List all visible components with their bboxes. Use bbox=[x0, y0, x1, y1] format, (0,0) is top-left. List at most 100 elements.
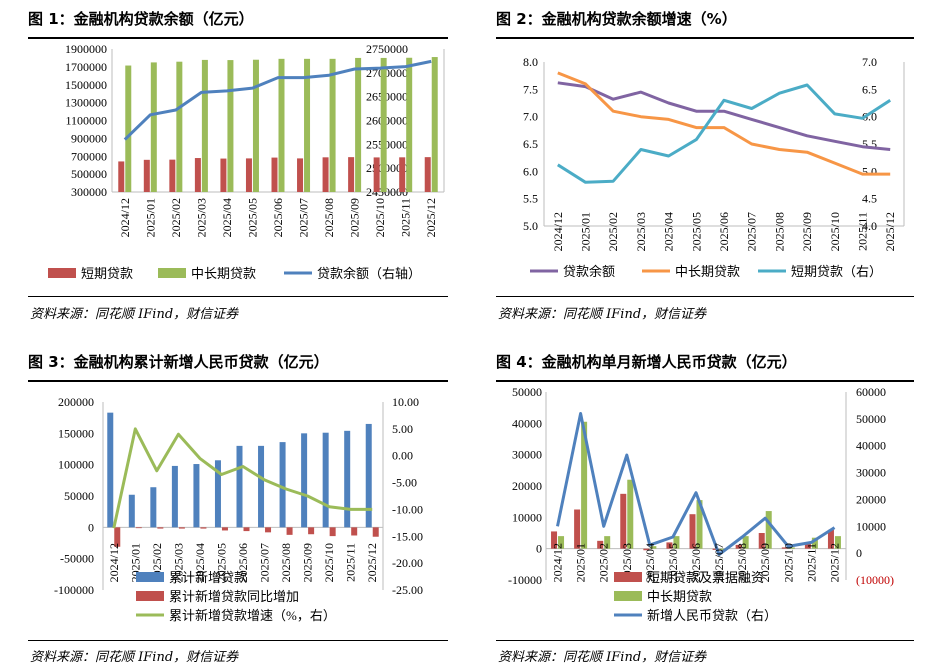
legend-label: 中长期贷款 bbox=[675, 264, 740, 279]
y-tick-right: 2750000 bbox=[366, 42, 408, 56]
x-tick-label: 2025/02 bbox=[606, 212, 620, 251]
x-tick-label: 2025/07 bbox=[712, 543, 726, 582]
y-tick-left: -100000 bbox=[54, 583, 94, 597]
bar bbox=[308, 527, 315, 535]
chart-panel-2: 图 2：金融机构贷款余额增速（%） 8.0 7.5 7.0 6.5 6.0 5.5 5.0 7… bbox=[496, 5, 926, 325]
bar bbox=[372, 527, 379, 537]
x-tick-label: 2025/07 bbox=[297, 198, 311, 237]
x-tick-label: 2025/05 bbox=[666, 543, 680, 582]
x-tick-label: 2025/06 bbox=[271, 198, 285, 237]
bar bbox=[788, 547, 795, 549]
legend-swatch bbox=[614, 572, 642, 582]
chart-title: 图 4：金融机构单月新增人民币贷款（亿元） bbox=[496, 353, 797, 371]
y-tick-right: 30000 bbox=[856, 466, 886, 480]
x-tick-label: 2025/05 bbox=[245, 198, 259, 237]
x-tick-label: 2024/12 bbox=[551, 543, 565, 582]
x-tick-label: 2025/07 bbox=[258, 543, 272, 582]
y-tick-left: 6.5 bbox=[523, 137, 538, 151]
title-rule bbox=[28, 380, 448, 382]
y-tick-right: 4.5 bbox=[862, 192, 877, 206]
bar bbox=[135, 527, 142, 529]
y-tick-left: 50000 bbox=[512, 385, 542, 399]
x-tick-label: 2025/12 bbox=[883, 212, 897, 251]
x-tick-label: 2025/09 bbox=[348, 198, 362, 237]
title-rule bbox=[496, 37, 914, 39]
bar bbox=[329, 527, 336, 537]
bar bbox=[200, 527, 207, 529]
chart-svg: 200000 150000 100000 50000 0 -50000 -100000 10.… bbox=[54, 395, 423, 623]
bar bbox=[431, 57, 438, 193]
x-tick-label: 2024/12 bbox=[551, 212, 565, 251]
y-tick-left: 900000 bbox=[71, 131, 107, 145]
y-tick-left: 5.0 bbox=[523, 219, 538, 233]
y-tick-left: 1500000 bbox=[65, 78, 107, 92]
bar bbox=[558, 536, 565, 549]
y-tick-right: -25.00 bbox=[392, 583, 423, 597]
x-tick-label: 2025/02 bbox=[597, 543, 611, 582]
y-tick-right: 60000 bbox=[856, 385, 886, 399]
bar bbox=[329, 58, 336, 192]
bar bbox=[157, 527, 164, 529]
legend-label: 贷款余额（右轴） bbox=[317, 266, 421, 281]
x-tick-label: 2025/01 bbox=[143, 198, 157, 237]
bar bbox=[804, 543, 811, 549]
x-tick-label: 2025/03 bbox=[634, 212, 648, 251]
y-tick-left: 8.0 bbox=[523, 55, 538, 69]
x-tick-label: 2025/09 bbox=[301, 543, 315, 582]
bar bbox=[150, 62, 157, 192]
bar bbox=[297, 158, 304, 192]
y-tick-right: 4.0 bbox=[862, 219, 877, 233]
y-tick-left: 0 bbox=[536, 542, 542, 556]
x-tick-label: 2025/08 bbox=[279, 543, 293, 582]
x-tick-label: 2025/10 bbox=[828, 212, 842, 251]
x-tick-label: 2025/05 bbox=[689, 212, 703, 251]
y-tick-right: -5.00 bbox=[392, 476, 417, 490]
x-tick-label: 2025/06 bbox=[236, 543, 250, 582]
y-tick-right: 50000 bbox=[856, 412, 886, 426]
x-tick-label: 2025/10 bbox=[373, 198, 387, 237]
bar bbox=[811, 537, 818, 549]
chart-svg: 50000 40000 30000 20000 10000 0 -10000 60000 500… bbox=[508, 385, 894, 623]
bar bbox=[827, 529, 834, 549]
bar bbox=[201, 59, 208, 192]
legend-label: 短期贷款 bbox=[81, 266, 133, 281]
bar bbox=[348, 157, 355, 192]
bar bbox=[574, 509, 581, 549]
y-tick-right: -15.00 bbox=[392, 529, 423, 543]
bar bbox=[278, 58, 285, 192]
y-tick-left: 10000 bbox=[512, 510, 542, 524]
x-tick-label: 2025/08 bbox=[735, 543, 749, 582]
x-tick-label: 2025/01 bbox=[574, 543, 588, 582]
x-tick-label: 2025/06 bbox=[689, 543, 703, 582]
legend-label: 新增人民币贷款（右） bbox=[647, 608, 777, 623]
bar bbox=[221, 527, 228, 531]
x-tick-label: 2025/08 bbox=[772, 212, 786, 251]
source-note: 资料来源：同花顺 IFind，财信证券 bbox=[30, 307, 239, 322]
y-tick-left: 30000 bbox=[512, 448, 542, 462]
series-line bbox=[557, 81, 891, 151]
y-tick-right: 0 bbox=[856, 546, 862, 560]
y-tick-right: (10000) bbox=[856, 573, 894, 587]
series-line bbox=[556, 412, 836, 556]
bar bbox=[171, 465, 178, 528]
chart-svg: 1900000 1700000 1500000 1300000 1100000 90000… bbox=[48, 42, 445, 281]
y-tick-left: 1100000 bbox=[65, 114, 107, 128]
y-tick-left: 0 bbox=[88, 520, 94, 534]
x-tick-label: 2025/11 bbox=[804, 543, 818, 582]
bar bbox=[373, 157, 380, 192]
x-tick-label: 2025/11 bbox=[855, 212, 869, 251]
x-tick-label: 2025/12 bbox=[424, 198, 438, 237]
bar bbox=[365, 423, 372, 528]
bar bbox=[128, 494, 135, 528]
y-tick-right: 2550000 bbox=[366, 137, 408, 151]
chart-title: 图 1：金融机构贷款余额（亿元） bbox=[28, 10, 254, 28]
x-tick-label: 2025/11 bbox=[399, 198, 413, 237]
y-tick-left: 7.0 bbox=[523, 110, 538, 124]
legend-swatch bbox=[136, 591, 164, 601]
y-tick-left: 7.5 bbox=[523, 82, 538, 96]
y-tick-right: 5.00 bbox=[392, 422, 413, 436]
legend-swatch bbox=[158, 268, 186, 278]
bar bbox=[236, 445, 243, 528]
x-tick-label: 2025/04 bbox=[662, 212, 676, 251]
y-tick-right: 2650000 bbox=[366, 90, 408, 104]
